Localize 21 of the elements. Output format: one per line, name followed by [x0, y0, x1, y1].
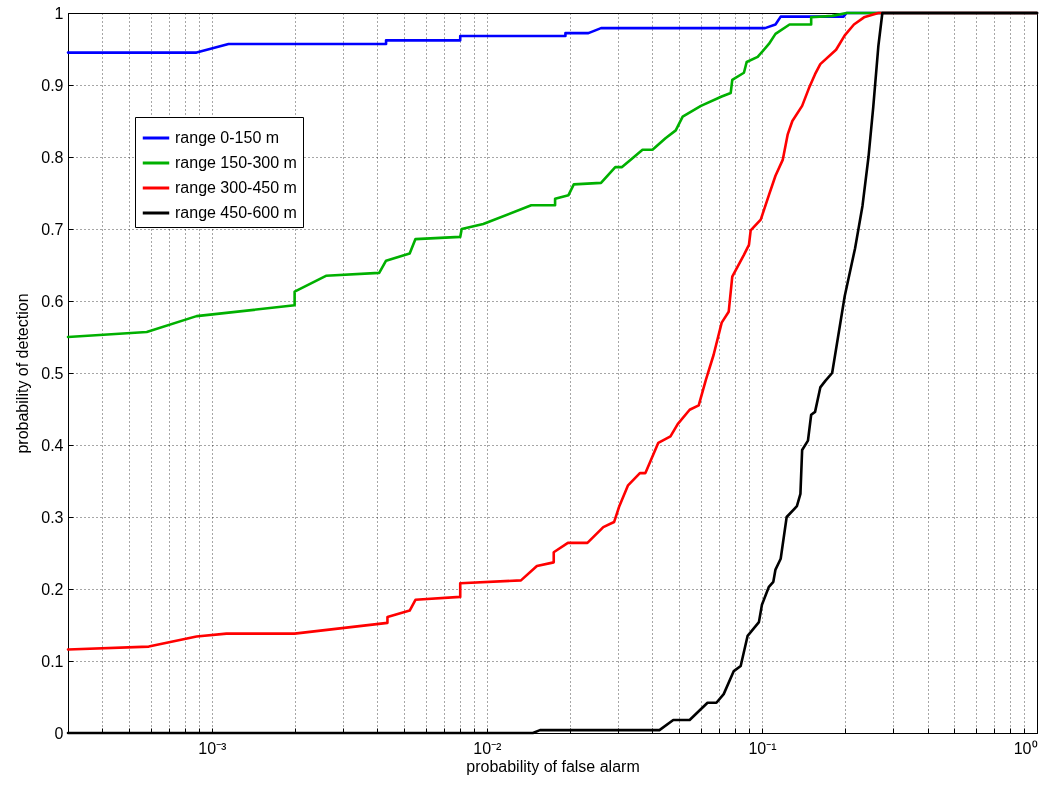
legend-label: range 0-150 m	[175, 129, 280, 146]
legend-label: range 300-450 m	[175, 179, 297, 196]
x-axis-title: probability of false alarm	[466, 757, 640, 775]
y-axis-title: probability of detection	[14, 293, 32, 454]
x-tick-label: 10⁻²	[473, 739, 503, 757]
y-tick-label: 0.9	[41, 76, 64, 94]
y-tick-label: 0.1	[41, 652, 64, 670]
legend-label: range 450-600 m	[175, 204, 297, 221]
y-tick-label: 0.3	[41, 508, 64, 526]
y-tick-label: 0.8	[41, 148, 64, 166]
x-tick-label: 10⁻¹	[748, 739, 777, 757]
legend-label: range 150-300 m	[175, 154, 297, 171]
x-tick-label: 10⁻³	[198, 739, 228, 757]
y-tick-label: 0.7	[41, 220, 64, 238]
y-tick-label: 1	[54, 4, 64, 22]
y-tick-label: 0.5	[41, 364, 64, 382]
y-tick-label: 0.4	[41, 436, 64, 454]
x-tick-label: 10⁰	[1013, 739, 1038, 757]
y-tick-label: 0	[54, 724, 64, 742]
y-tick-label: 0.6	[41, 292, 64, 310]
y-tick-label: 0.2	[41, 580, 64, 598]
